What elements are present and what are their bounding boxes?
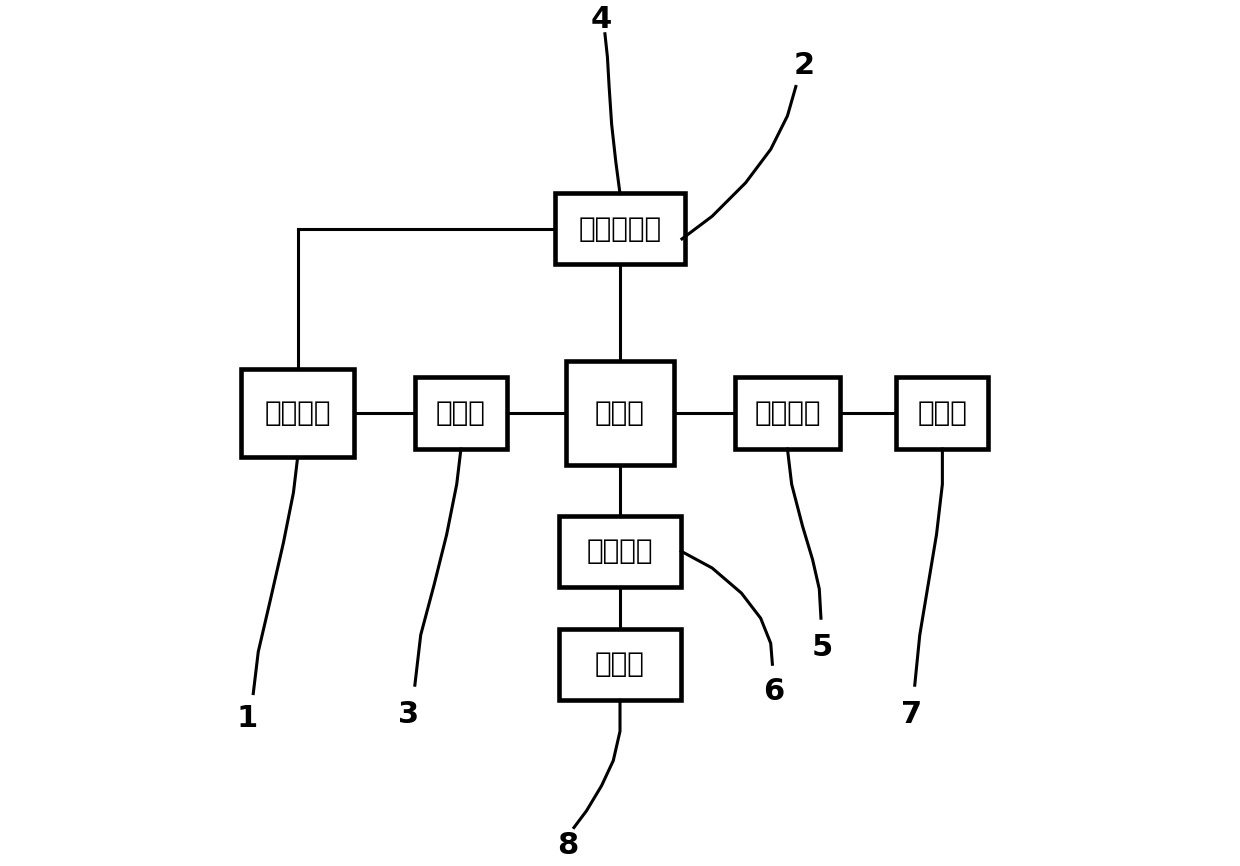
Bar xyxy=(241,369,355,457)
Text: 控制器: 控制器 xyxy=(595,399,645,427)
Text: 继电器一: 继电器一 xyxy=(754,399,821,427)
Text: 继电器二: 继电器二 xyxy=(587,537,653,565)
Text: 负载端: 负载端 xyxy=(595,650,645,678)
Bar xyxy=(559,515,681,587)
Bar xyxy=(565,361,675,465)
Text: 光耦三极管: 光耦三极管 xyxy=(578,215,662,242)
Text: 蓄电池组: 蓄电池组 xyxy=(264,399,331,427)
Text: 8: 8 xyxy=(558,831,579,861)
Bar xyxy=(559,629,681,700)
Bar xyxy=(556,193,684,264)
Bar xyxy=(415,378,507,449)
Bar xyxy=(735,378,839,449)
Text: 比较器: 比较器 xyxy=(436,399,486,427)
Text: 7: 7 xyxy=(900,700,923,729)
Text: 光伏端: 光伏端 xyxy=(918,399,967,427)
Text: 1: 1 xyxy=(237,704,258,734)
Text: 6: 6 xyxy=(764,677,785,707)
Text: 2: 2 xyxy=(794,51,815,80)
Text: 5: 5 xyxy=(812,633,833,662)
Text: 4: 4 xyxy=(591,5,613,34)
Text: 3: 3 xyxy=(398,700,419,729)
Bar xyxy=(897,378,988,449)
